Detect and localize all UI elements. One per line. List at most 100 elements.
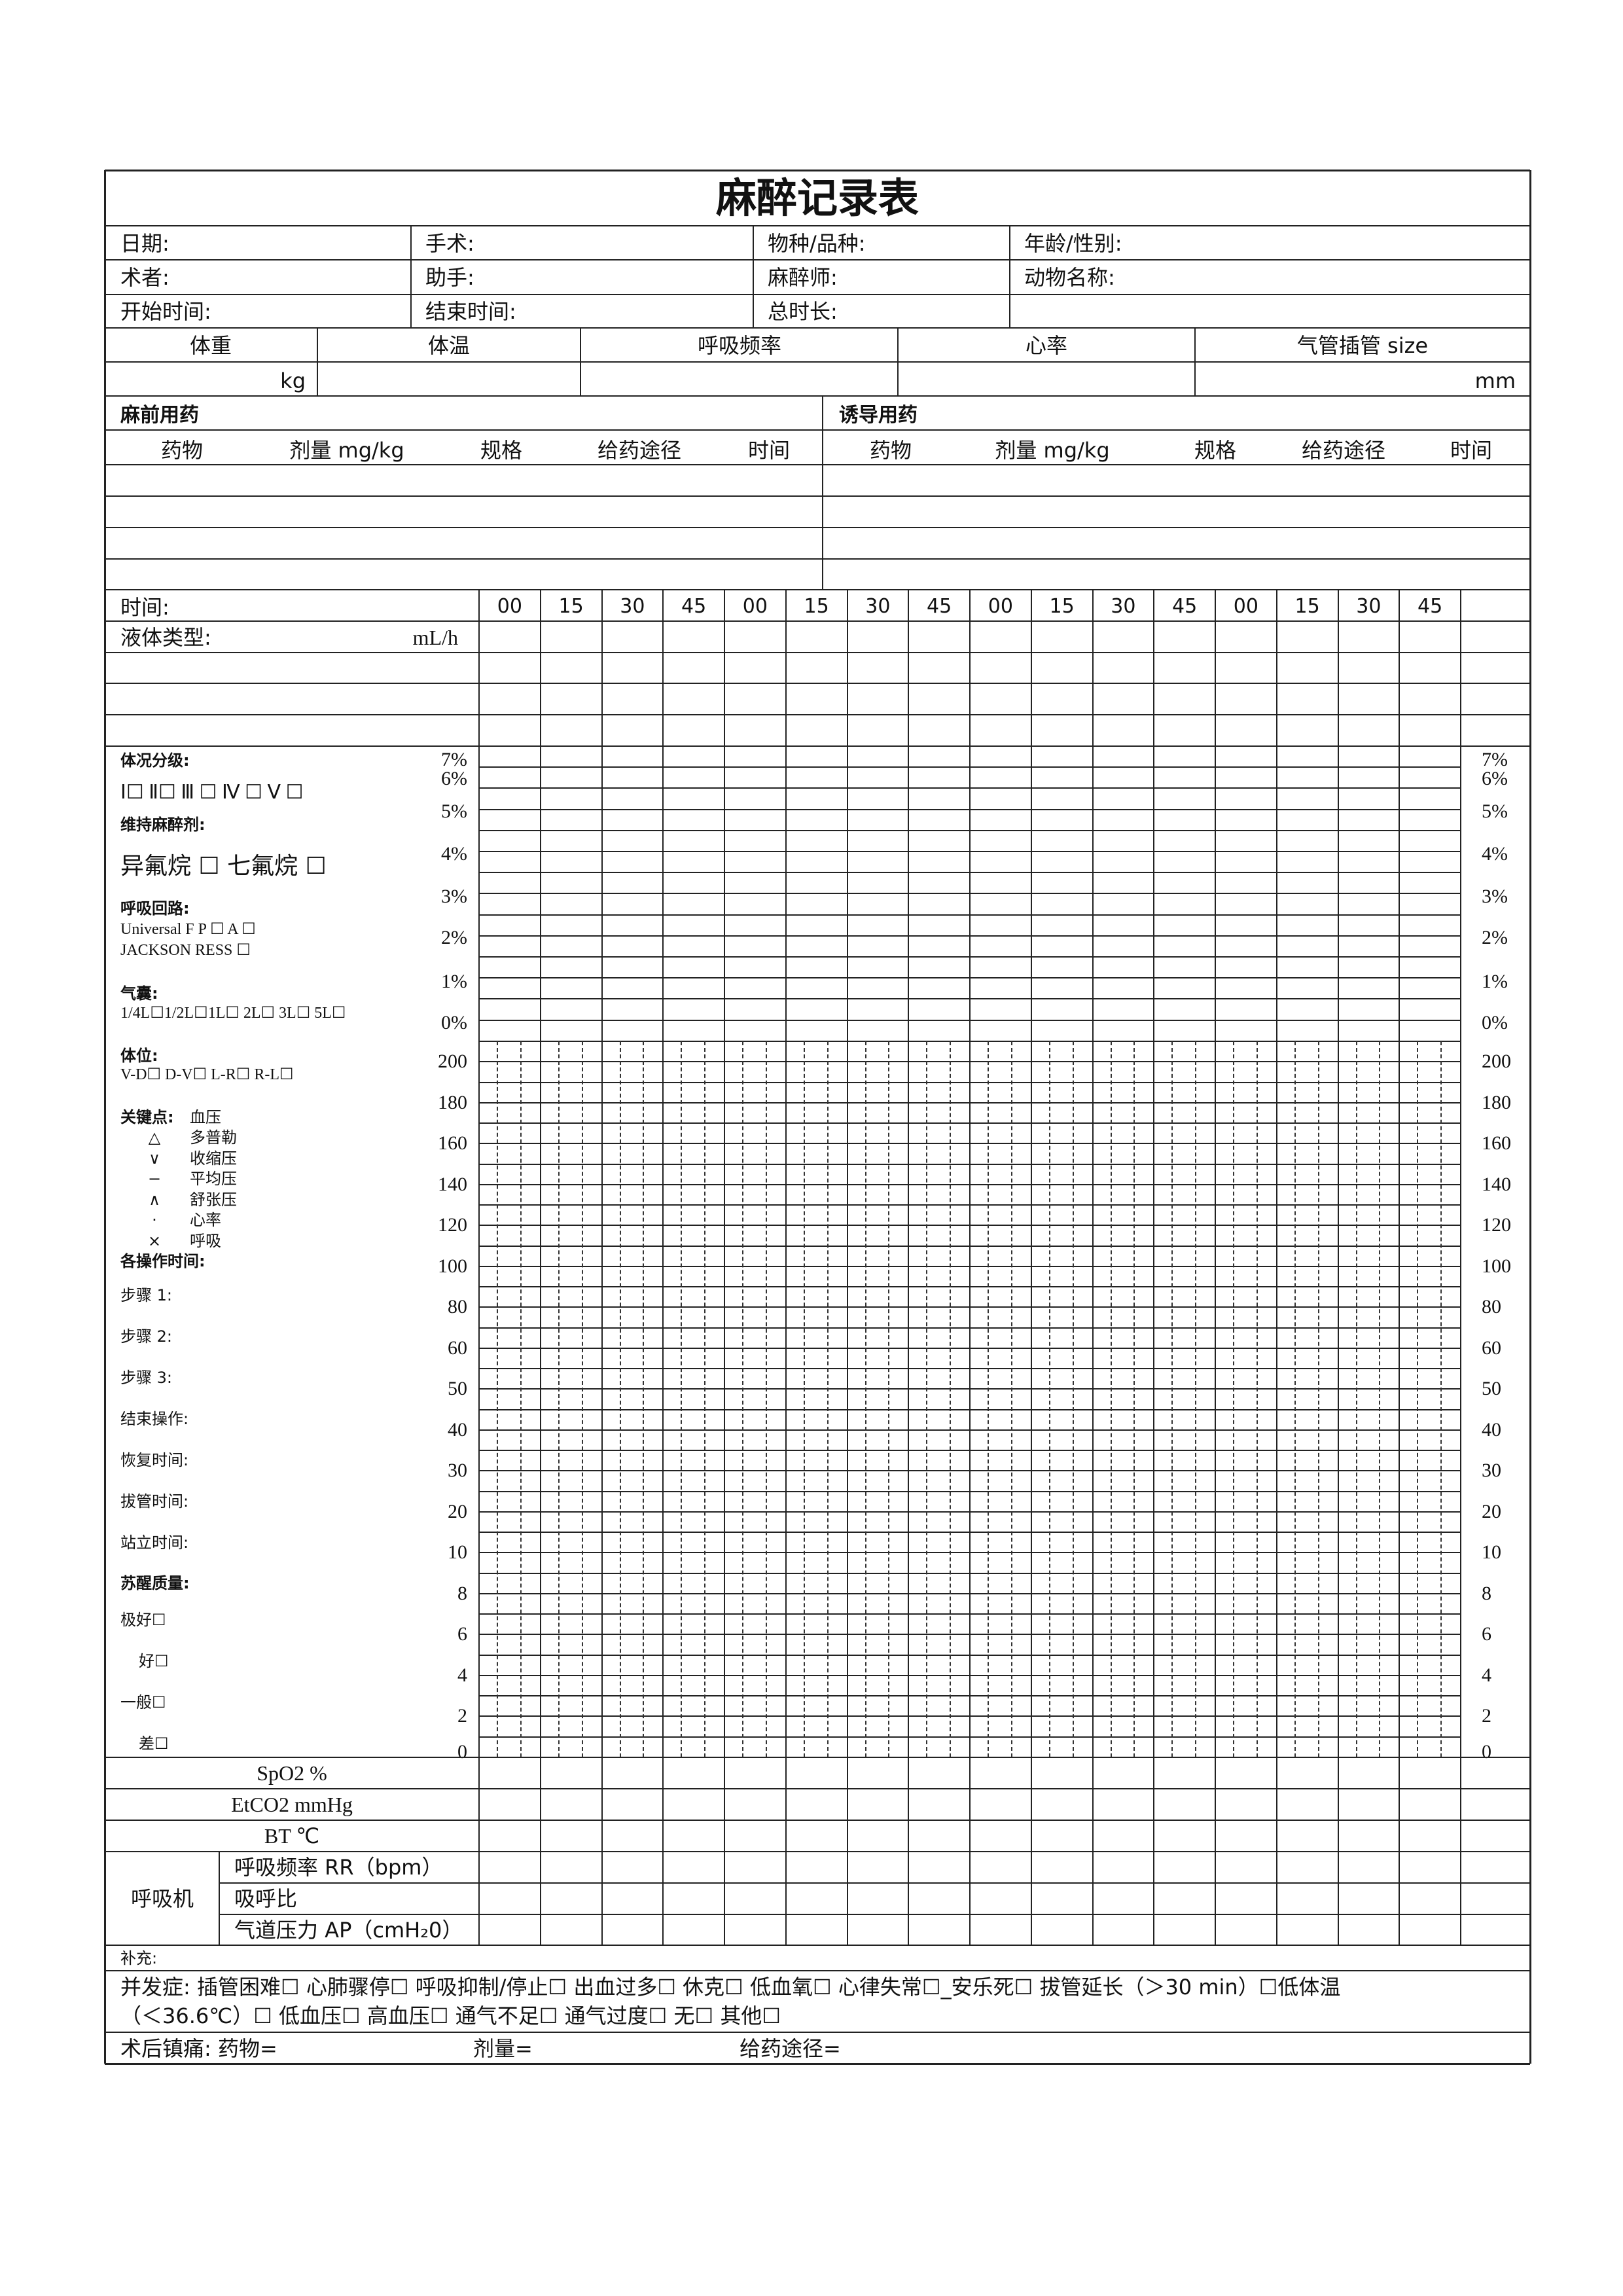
recovery-quality-option[interactable]: 一般☐ [120, 1693, 166, 1712]
grid-line-horizontal [479, 872, 1461, 874]
grid-line-vertical [317, 328, 318, 396]
animal-name-label: 动物名称: [1024, 265, 1115, 290]
recovery-quality-option[interactable]: 极好☐ [120, 1611, 166, 1629]
grid-line-horizontal [479, 1122, 1461, 1124]
grid-line-dashed [888, 1041, 890, 1757]
position-options[interactable]: V-D☐ D-V☐ L-R☐ R-L☐ [120, 1066, 294, 1083]
legend-label: 收缩压 [190, 1149, 237, 1168]
bag-options[interactable]: 1/4L☐1/2L☐1L☐ 2L☐ 3L☐ 5L☐ [120, 1005, 346, 1022]
vent-rr-label: 呼吸频率 RR（bpm） [234, 1855, 443, 1880]
assistant-label: 助手: [425, 265, 474, 290]
grid-line-horizontal [105, 714, 1530, 715]
value-scale-label-left: 2 [457, 1705, 467, 1727]
value-scale-label-right: 10 [1482, 1541, 1501, 1564]
grid-line-vertical [1153, 590, 1155, 1945]
operation-time-label: 步骤 1: [120, 1286, 172, 1304]
value-scale-label-left: 0 [457, 1741, 467, 1763]
grid-line-dashed [1048, 1041, 1050, 1757]
value-scale-label-right: 40 [1482, 1418, 1501, 1441]
value-scale-label-right: 6 [1482, 1623, 1491, 1645]
time-tick-label: 00 [497, 595, 522, 618]
grid-line-horizontal [105, 1757, 1530, 1758]
grid-line-vertical [1337, 590, 1339, 1945]
total-duration-label: 总时长: [768, 299, 838, 324]
grid-line-dashed [558, 1041, 560, 1757]
grid-line-horizontal [479, 808, 1461, 810]
value-scale-label-left: 20 [448, 1500, 467, 1522]
percent-scale-label-right: 2% [1482, 927, 1508, 948]
grid-line-horizontal [479, 1347, 1461, 1349]
value-scale-label-left: 160 [438, 1132, 467, 1155]
vent-ap-label: 气道压力 AP（cmH₂0） [234, 1918, 463, 1943]
premed-column-header: 药物 [160, 438, 204, 463]
time-label: 时间: [120, 595, 169, 620]
circuit-line-2[interactable]: JACKSON RESS ☐ [120, 942, 251, 959]
value-scale-label-right: 0 [1482, 1741, 1491, 1763]
value-scale-label-left: 60 [448, 1336, 467, 1359]
grid-line-horizontal [479, 1532, 1461, 1534]
grid-line-dashed [765, 1041, 767, 1757]
grid-line-horizontal [105, 361, 1530, 363]
anesthetist-label: 麻醉师: [768, 265, 838, 290]
grid-line-horizontal [479, 1715, 1461, 1717]
recovery-quality-option[interactable]: 好☐ [139, 1652, 169, 1670]
grid-line-vertical [969, 590, 971, 1945]
value-scale-label-right: 180 [1482, 1091, 1511, 1113]
premed-title: 麻前用药 [120, 404, 199, 427]
recovery-quality-option[interactable]: 差☐ [139, 1734, 169, 1753]
premed-column-header: 剂量 mg/kg [289, 438, 404, 463]
premed-column-header: 规格 [480, 438, 523, 463]
grid-line-vertical [846, 590, 848, 1945]
legend-label: 心率 [190, 1211, 221, 1229]
percent-scale-label-right: 3% [1482, 886, 1508, 907]
percent-scale-label-left: 1% [441, 971, 467, 992]
grid-line-dashed [520, 1041, 522, 1757]
maintenance-options[interactable]: 异氟烷 ☐ 七氟烷 ☐ [120, 853, 327, 880]
grid-line-vertical [1092, 590, 1094, 1945]
grid-line-horizontal [219, 1882, 1530, 1884]
grid-line-dashed [950, 1041, 952, 1757]
value-scale-label-right: 50 [1482, 1378, 1501, 1400]
grid-line-dashed [1256, 1041, 1258, 1757]
postop-drug-label: 术后镇痛: 药物= [120, 2036, 277, 2061]
grid-line-dashed [1294, 1041, 1296, 1757]
grid-line-vertical [1529, 170, 1531, 2064]
grid-line-horizontal [105, 169, 1530, 171]
grid-line-vertical [478, 590, 480, 1945]
complications-line-1[interactable]: 并发症: 插管困难☐ 心肺骤停☐ 呼吸抑制/停止☐ 出血过多☐ 休克☐ 低血氧☐… [120, 1975, 1341, 2000]
circuit-line-1[interactable]: Universal F P ☐ A ☐ [120, 921, 256, 938]
grid-line-horizontal [479, 1081, 1461, 1083]
grid-line-horizontal [479, 1102, 1461, 1103]
grid-line-horizontal [479, 1245, 1461, 1247]
time-tick-label: 30 [865, 595, 891, 618]
grid-line-horizontal [479, 1552, 1461, 1554]
grid-line-dashed [1317, 1041, 1319, 1757]
start-time-label: 开始时间: [120, 299, 211, 324]
grid-line-vertical [785, 590, 787, 1945]
value-scale-label-left: 180 [438, 1091, 467, 1113]
asa-options[interactable]: Ⅰ☐ Ⅱ☐ Ⅲ ☐ Ⅳ ☐ Ⅴ ☐ [120, 781, 304, 803]
complications-line-2[interactable]: （＜36.6℃）☐ 低血压☐ 高血压☐ 通气不足☐ 通气过度☐ 无☐ 其他☐ [120, 2003, 781, 2028]
value-scale-label-left: 50 [448, 1378, 467, 1400]
grid-line-horizontal [479, 1306, 1461, 1308]
grid-line-horizontal [105, 1788, 1530, 1789]
operation-time-label: 拔管时间: [120, 1492, 189, 1511]
grid-line-horizontal [479, 1408, 1461, 1410]
asa-title: 体况分级: [120, 751, 190, 770]
value-scale-label-right: 8 [1482, 1582, 1491, 1604]
grid-line-vertical [753, 226, 754, 328]
grid-line-horizontal [105, 259, 1530, 260]
percent-scale-label-left: 5% [441, 800, 467, 822]
temperature-header: 体温 [427, 333, 471, 358]
grid-line-horizontal [479, 1041, 1461, 1042]
grid-line-horizontal [479, 1225, 1461, 1227]
grid-line-vertical [410, 226, 412, 328]
legend-symbol-icon: △ [148, 1128, 161, 1147]
vent-ie-label: 吸呼比 [234, 1886, 298, 1911]
maintenance-title: 维持麻醉剂: [120, 816, 205, 834]
spo2-label: SpO2 % [257, 1761, 327, 1785]
time-tick-label: 15 [804, 595, 829, 618]
grid-line-horizontal [105, 558, 1530, 560]
grid-line-horizontal [105, 429, 1530, 431]
grid-line-vertical [539, 590, 541, 1945]
